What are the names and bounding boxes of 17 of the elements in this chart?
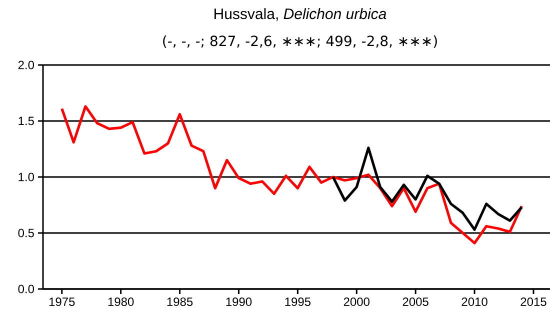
y-tick-label: 2.0 (18, 60, 34, 70)
x-tick-label: 1990 (226, 298, 252, 306)
line-series (332, 146, 523, 231)
chart-subtitle: (-, -, -; 827, -2,6, ∗∗∗; 499, -2,8, ∗∗∗) (163, 35, 437, 48)
x-tick-label: 2010 (462, 298, 488, 306)
x-tick-label: 2000 (344, 298, 370, 306)
y-tick-label: 0.5 (18, 228, 34, 238)
chart-title: Hussvala, Delichon urbica (214, 8, 386, 21)
x-tick-label: 1985 (167, 298, 193, 306)
x-tick-label: 1980 (108, 298, 134, 306)
y-tick-label: 0.0 (18, 284, 34, 294)
y-tick-label: 1.5 (18, 116, 34, 126)
x-tick-label: 1975 (49, 298, 75, 306)
x-tick-label: 2015 (520, 298, 546, 306)
y-tick-label: 1.0 (18, 172, 34, 182)
x-tick-label: 2005 (402, 298, 428, 306)
x-tick-label: 1995 (285, 298, 311, 306)
